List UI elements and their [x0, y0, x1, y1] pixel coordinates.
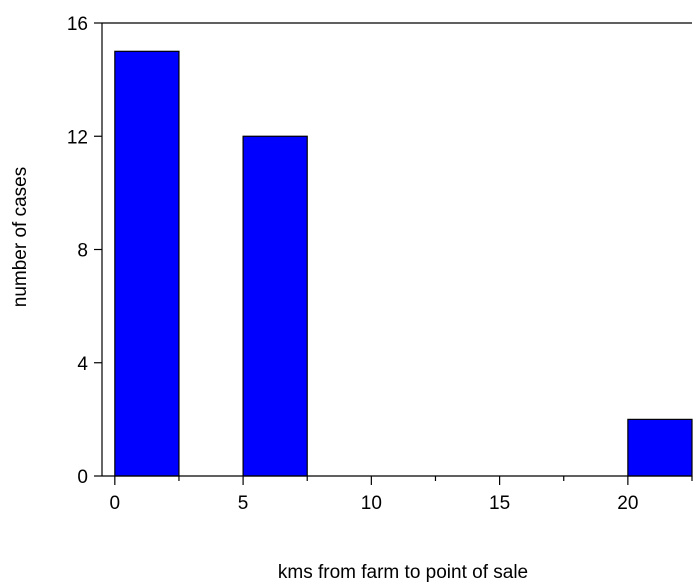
y-tick-label-12: 12 — [67, 127, 88, 148]
x-tick-label-10: 10 — [361, 493, 382, 514]
y-tick-label-16: 16 — [67, 14, 88, 35]
bar-2 — [627, 418, 693, 477]
x-tick-label-0: 0 — [110, 493, 121, 514]
labels-layer: 0 4 8 12 16 0 5 10 15 20 — [67, 14, 639, 514]
y-tick-label-0: 0 — [77, 467, 88, 488]
y-tick-label-4: 4 — [77, 354, 88, 375]
y-tick-label-8: 8 — [77, 241, 88, 262]
axes-layer — [94, 22, 693, 485]
y-axis-title: number of cases — [10, 167, 31, 307]
x-tick-label-20: 20 — [617, 493, 638, 514]
x-tick-label-15: 15 — [489, 493, 510, 514]
bar-1 — [242, 135, 308, 477]
bars-layer — [114, 50, 693, 477]
x-axis-title: kms from farm to point of sale — [278, 562, 528, 583]
x-tick-label-5: 5 — [238, 493, 249, 514]
bar-0 — [114, 50, 180, 477]
